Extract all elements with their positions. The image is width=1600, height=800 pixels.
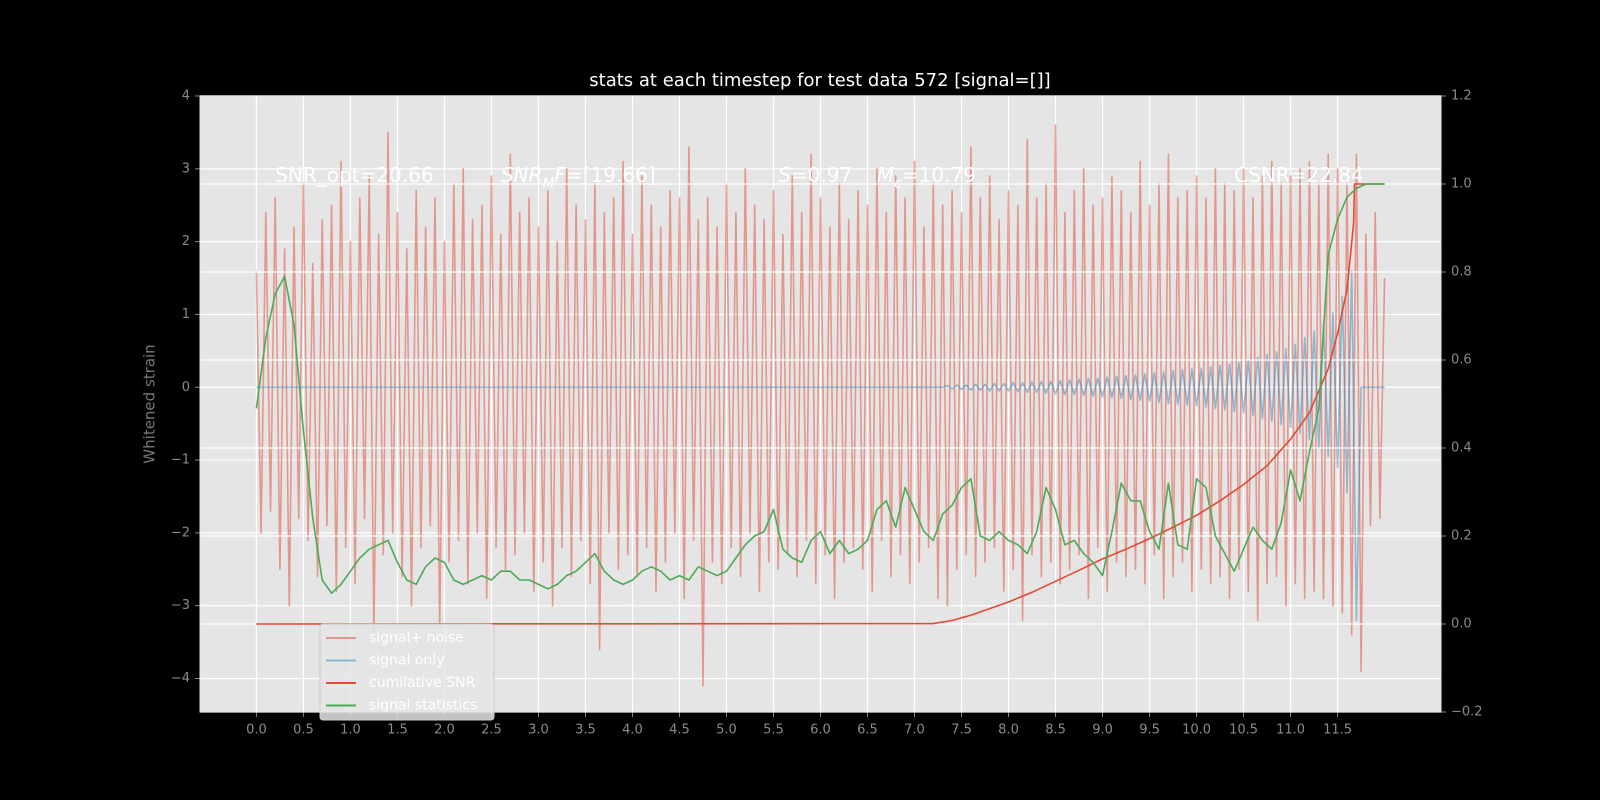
- series-line: [255, 183, 1385, 595]
- annotation-part: CSNR=22.84: [1234, 163, 1364, 187]
- annotation: SNRMF=[19.66]: [501, 163, 656, 193]
- x-tick-label: 5.0: [716, 723, 737, 738]
- x-tick-label: 3.0: [528, 723, 549, 738]
- annotation-part: =0.97: [791, 163, 852, 187]
- y-tick-label: −3: [171, 598, 190, 613]
- x-tick-label: 11.5: [1323, 723, 1352, 738]
- axes-frame: [199, 95, 1442, 713]
- y-tick-label: −2: [171, 525, 190, 540]
- x-tick-label: 6.0: [810, 723, 831, 738]
- x-tick-label: 4.5: [669, 723, 690, 738]
- legend-box: [319, 623, 495, 721]
- y-tick-label: −1: [171, 453, 190, 468]
- y2-tick-label: 0.8: [1451, 265, 1472, 280]
- x-tick-label: 0.5: [293, 723, 314, 738]
- x-tick-label: 2.0: [434, 723, 455, 738]
- legend-label: signal statistics: [369, 698, 477, 714]
- chart-title: stats at each timestep for test data 572…: [589, 70, 1050, 91]
- x-tick-label: 10.0: [1182, 723, 1211, 738]
- annotation: SNR_opt=20.66: [275, 163, 433, 187]
- annotation-part: =[19.66]: [566, 163, 656, 187]
- y-tick-label: 0: [182, 380, 190, 395]
- y-tick-label: 4: [182, 89, 190, 104]
- y-tick-label: −4: [171, 671, 190, 686]
- x-tick-label: 9.5: [1139, 723, 1160, 738]
- x-tick-label: 7.0: [904, 723, 925, 738]
- x-tick-label: 1.0: [340, 723, 361, 738]
- y2-tick-label: 1.2: [1451, 89, 1472, 104]
- x-tick-label: 11.0: [1276, 723, 1305, 738]
- annotation-part: F: [555, 163, 567, 187]
- annotation-part: c: [894, 176, 902, 192]
- annotation-part: =10.79: [902, 163, 976, 187]
- annotation-part: M: [542, 176, 554, 192]
- x-tick-label: 3.5: [575, 723, 596, 738]
- annotation-part: M: [877, 163, 894, 187]
- y2-tick-label: 1.0: [1451, 177, 1472, 192]
- y2-tick-label: 0.0: [1451, 617, 1472, 632]
- x-tick-label: 8.0: [998, 723, 1019, 738]
- y-tick-label: 1: [182, 307, 190, 322]
- y2-tick-label: 0.6: [1451, 353, 1472, 368]
- y-axis-label: Whitened strain: [141, 344, 159, 463]
- x-tick-label: 1.5: [387, 723, 408, 738]
- x-tick-label: 9.0: [1092, 723, 1113, 738]
- x-tick-label: 2.5: [481, 723, 502, 738]
- series-line: [256, 269, 1385, 622]
- x-tick-label: 10.5: [1229, 723, 1258, 738]
- legend-label: signal only: [369, 653, 444, 669]
- y2-tick-label: 0.4: [1451, 441, 1472, 456]
- annotation-part: SNR: [501, 163, 543, 187]
- y-tick-label: 2: [182, 234, 190, 249]
- annotation-part: S: [778, 163, 791, 187]
- legend-label: cumilative SNR: [369, 675, 476, 691]
- series-line: [255, 124, 1386, 687]
- annotation: Mc=10.79: [877, 163, 976, 193]
- annotation-part: SNR_opt=20.66: [275, 163, 433, 187]
- series-line: [256, 183, 1385, 625]
- annotation: CSNR=22.84: [1234, 163, 1364, 187]
- x-tick-label: 6.5: [857, 723, 878, 738]
- y2-tick-label: 0.2: [1451, 529, 1472, 544]
- x-tick-label: 0.0: [246, 723, 267, 738]
- x-tick-label: 7.5: [951, 723, 972, 738]
- y-tick-label: 3: [182, 161, 190, 176]
- annotation: S=0.97: [778, 163, 852, 187]
- x-tick-label: 5.5: [763, 723, 784, 738]
- x-tick-label: 4.0: [622, 723, 643, 738]
- legend-label: signal+ noise: [369, 630, 464, 646]
- x-tick-label: 8.5: [1045, 723, 1066, 738]
- y2-tick-label: −0.2: [1451, 705, 1483, 720]
